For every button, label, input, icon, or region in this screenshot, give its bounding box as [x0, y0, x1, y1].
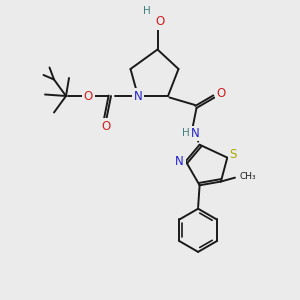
Text: H: H: [143, 6, 151, 16]
Text: CH₃: CH₃: [240, 172, 256, 181]
Text: O: O: [101, 119, 110, 133]
Text: N: N: [191, 127, 200, 140]
Text: H: H: [182, 128, 189, 139]
Text: N: N: [176, 155, 184, 168]
Text: O: O: [155, 15, 164, 28]
Text: O: O: [217, 87, 226, 100]
Text: S: S: [229, 148, 236, 161]
Text: N: N: [134, 89, 142, 103]
Text: O: O: [84, 89, 93, 103]
